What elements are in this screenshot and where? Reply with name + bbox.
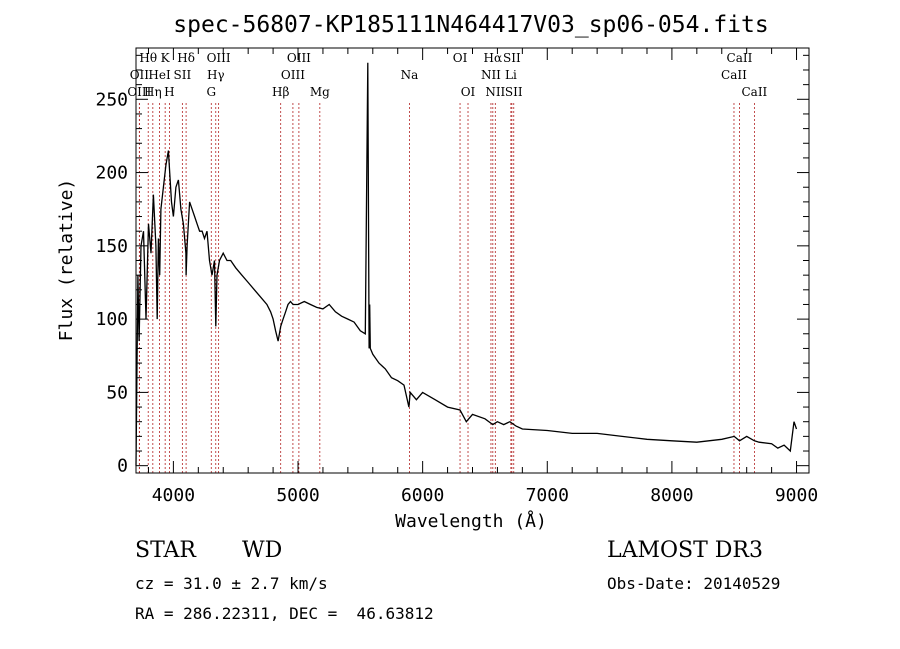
x-tick-label: 4000 (152, 485, 195, 506)
line-marker-label: Hη (144, 85, 162, 99)
line-marker-label: Hγ (207, 68, 225, 82)
x-axis-ticks: 4000 5000 6000 7000 8000 9000 (147, 48, 818, 506)
y-axis-label: Flux (relative) (56, 179, 77, 342)
line-marker-label: Hα (484, 51, 503, 65)
redshift-cz: cz = 31.0 ± 2.7 km/s (135, 574, 328, 593)
object-subclass: WD (242, 538, 283, 563)
y-tick-label: 150 (95, 236, 128, 257)
line-marker-label: G (206, 85, 216, 99)
line-marker-label: Hθ (139, 51, 157, 65)
x-axis-label: Wavelength (Å) (395, 510, 547, 532)
y-tick-label: 0 (117, 456, 128, 477)
x-tick-label: 9000 (775, 485, 818, 506)
line-marker-label: K (161, 51, 171, 65)
x-tick-label: 7000 (526, 485, 569, 506)
line-marker-label: OIII (281, 68, 305, 82)
object-class: STAR (135, 538, 196, 563)
line-marker-label: OII (130, 68, 150, 82)
y-tick-label: 250 (95, 89, 128, 110)
line-marker-label: Li (505, 68, 517, 82)
line-marker-label: OI (461, 85, 476, 99)
x-tick-label: 8000 (650, 485, 693, 506)
line-marker-label: SII (174, 68, 192, 82)
line-marker-label: H (164, 85, 174, 99)
line-marker-label: OI (453, 51, 468, 65)
line-marker-label: Hδ (177, 51, 195, 65)
flux-line (135, 62, 798, 466)
line-marker-label: SII (503, 51, 521, 65)
plot-frame (135, 47, 810, 474)
coordinates: RA = 286.22311, DEC = 46.63812 (135, 604, 434, 623)
line-marker-label: SII (505, 85, 523, 99)
y-tick-label: 200 (95, 163, 128, 184)
line-marker-label: NII (481, 68, 501, 82)
y-tick-label: 50 (106, 382, 128, 403)
line-marker-label: NII (485, 85, 505, 99)
survey-name: LAMOST DR3 (607, 538, 763, 563)
line-marker-label: OIII (287, 51, 311, 65)
x-tick-label: 6000 (401, 485, 444, 506)
observation-date: Obs-Date: 20140529 (607, 574, 781, 593)
line-marker-label: CaII (727, 51, 753, 65)
line-marker-label: HeI (148, 68, 171, 82)
chart-title: spec-56807-KP185111N464417V03_sp06-054.f… (173, 12, 768, 38)
line-marker-label: OIII (207, 51, 231, 65)
x-tick-label: 5000 (276, 485, 319, 506)
line-marker-label: CaII (741, 85, 767, 99)
line-marker-label: Na (401, 68, 419, 82)
y-tick-label: 100 (95, 309, 128, 330)
line-marker-label: Hβ (272, 85, 289, 99)
line-marker-label: Mg (310, 85, 330, 99)
line-marker-label: OIII (127, 85, 151, 99)
line-marker-label: CaII (721, 68, 747, 82)
y-axis-ticks: 0 50 100 150 200 250 (95, 54, 809, 477)
